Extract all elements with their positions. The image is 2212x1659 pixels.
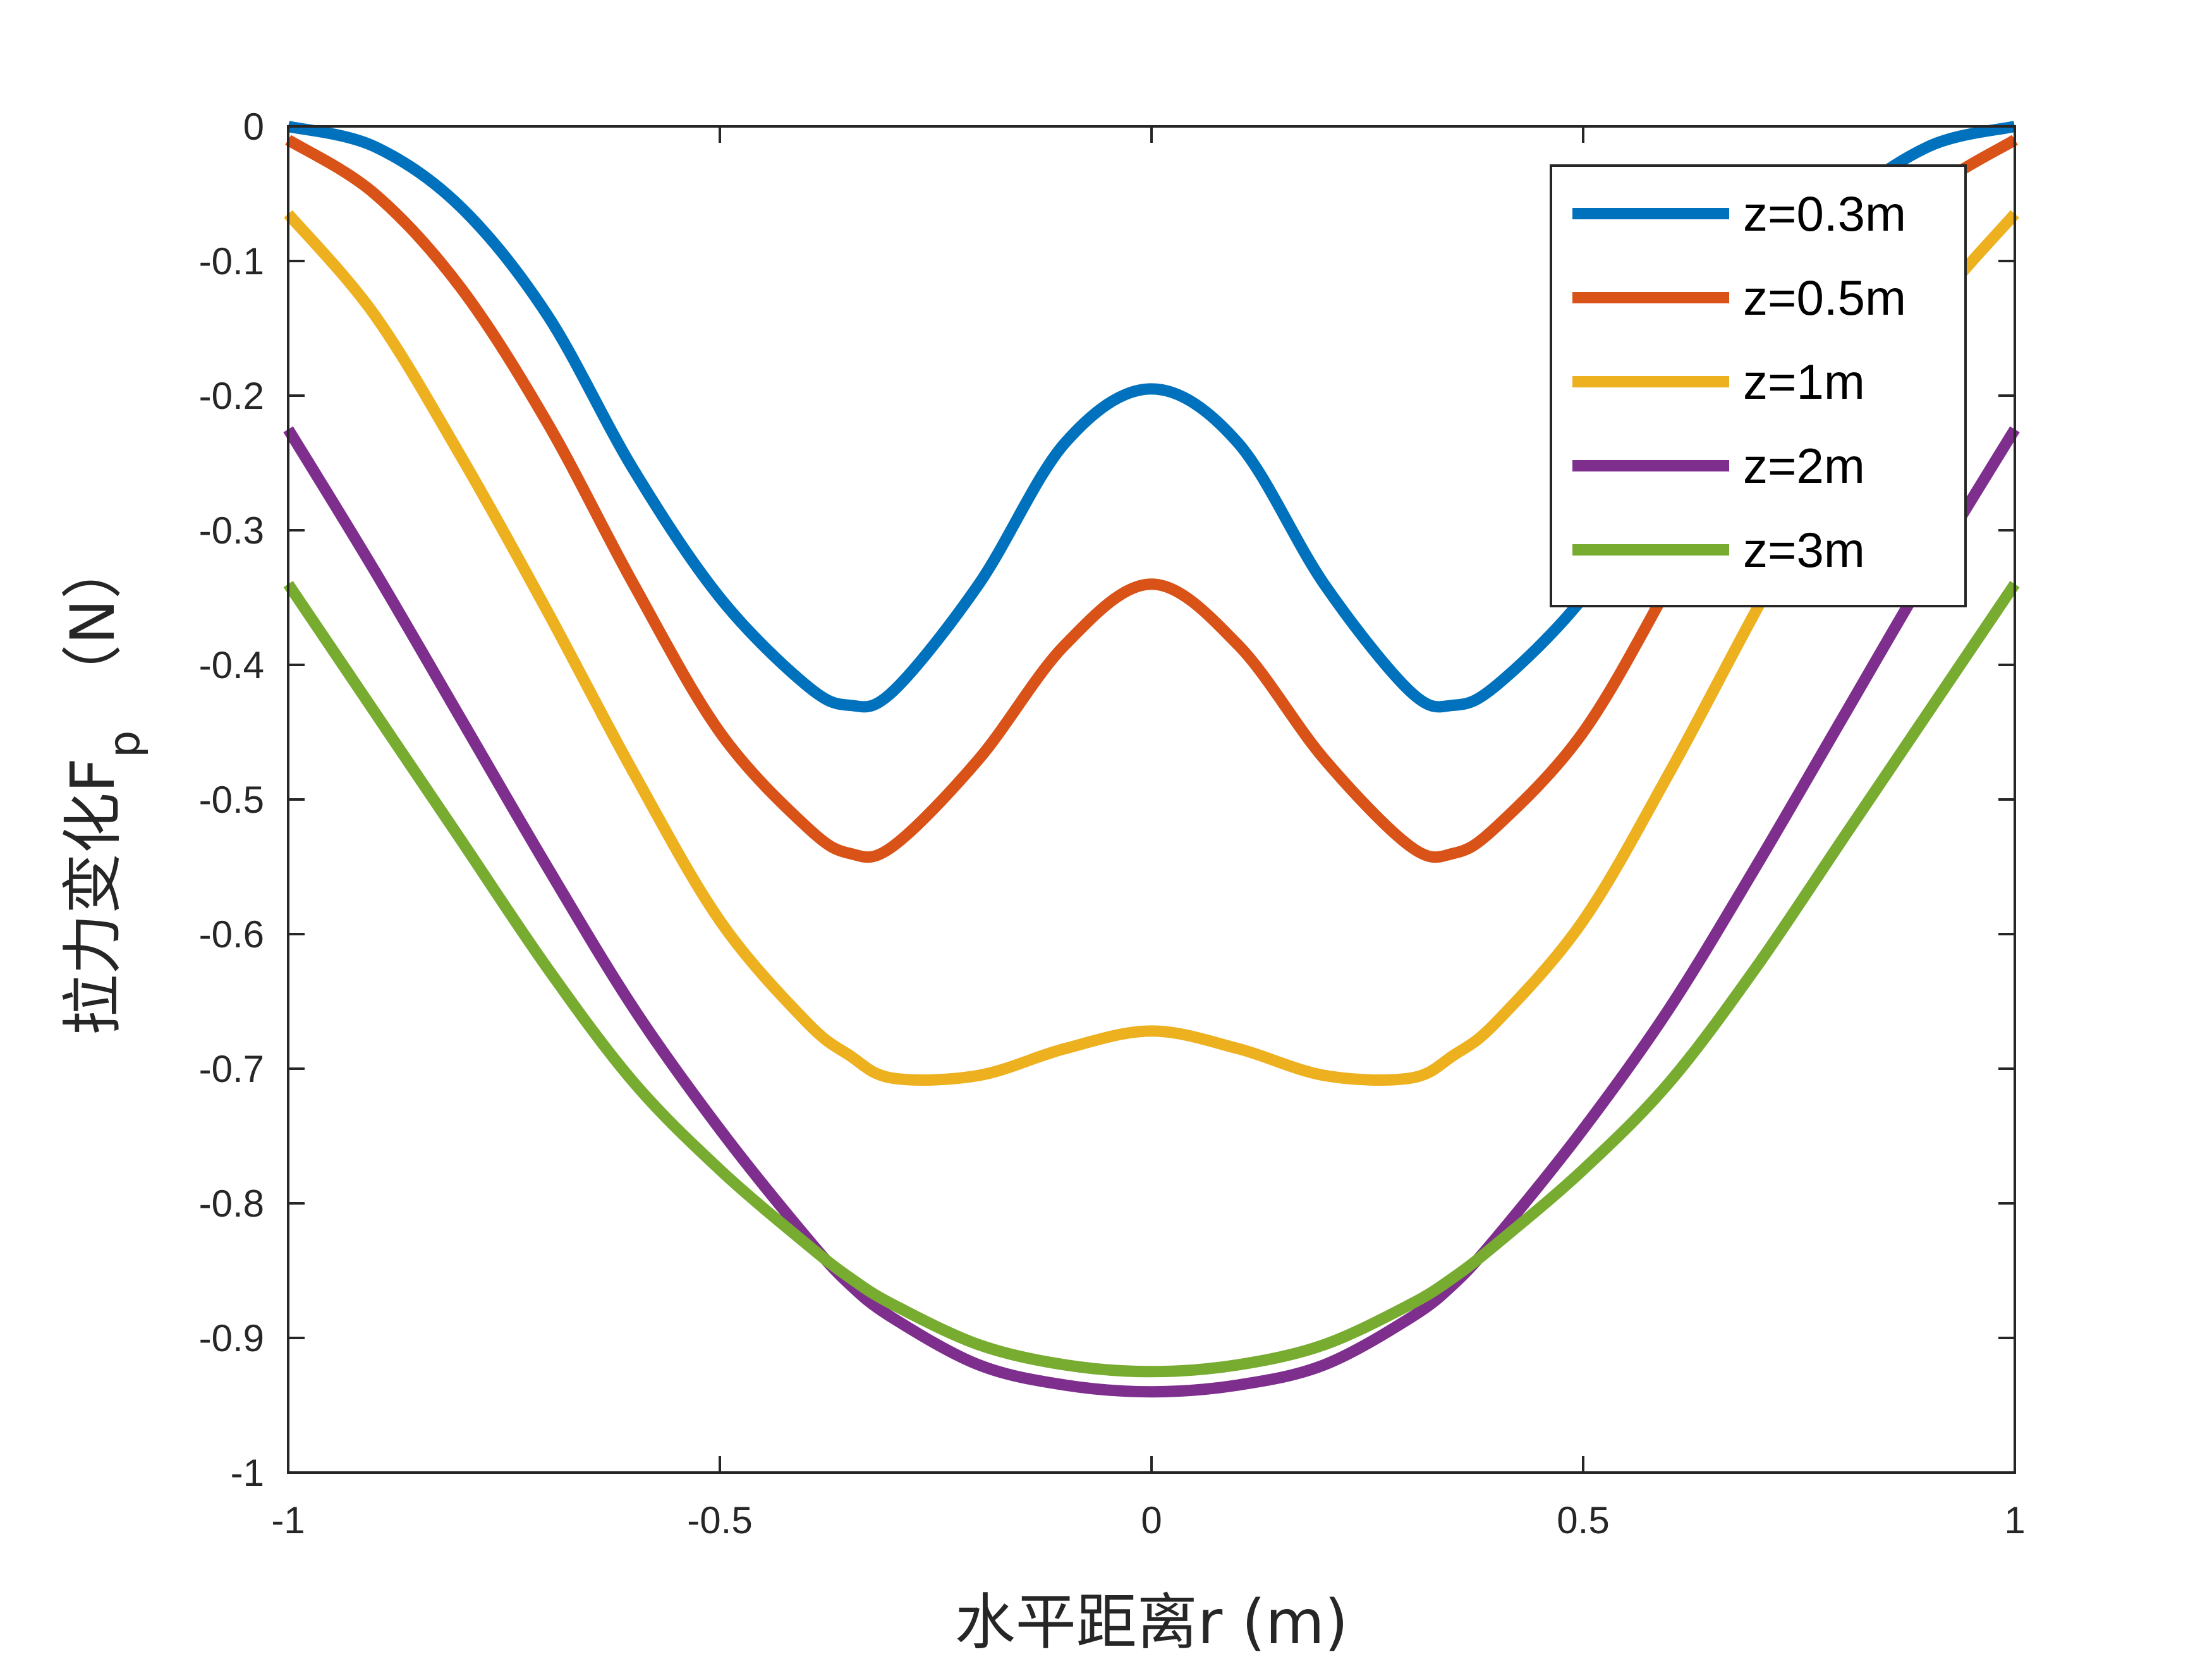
series-line-5 [283,581,2020,1378]
y-tick-label: -0.5 [199,779,264,821]
series-line-3 [284,210,2019,1086]
legend-label: z=0.5m [1743,270,1906,325]
y-axis-label-subscript: p [100,731,150,758]
legend-label: z=1m [1743,354,1865,410]
y-tick-label: -0.4 [199,644,264,686]
y-tick-label: 0 [243,106,264,148]
legend-label: z=2m [1743,438,1865,494]
y-tick-label: -0.8 [199,1182,264,1225]
x-tick-label: -1 [271,1499,305,1541]
svg-text:拉力变化Fp（N）: 拉力变化Fp （N） [58,538,150,1035]
y-tick-label: -0.7 [199,1048,264,1090]
ticks-layer: -1 -0.5 0 0.5 1 0 -0.1 -0.2 -0.3 -0.4 -0.5 -0.6 -0.7… [199,106,2026,1541]
x-tick-label: 1 [2004,1499,2025,1541]
x-axis-label: 水平距离r (m) [955,1587,1348,1658]
y-tick-label: -0.1 [199,240,264,283]
legend-label: z=3m [1743,522,1865,578]
y-axis-label-main: 拉力变化F [58,758,128,1035]
y-axis-label-unit: （N） [58,538,128,705]
y-tick-label: -0.3 [199,509,264,552]
y-tick-label: -1 [231,1452,264,1494]
y-tick-label: -0.9 [199,1317,264,1359]
y-tick-label: -0.6 [199,913,264,956]
series-line-4 [283,426,2020,1398]
legend: z=0.3m z=0.5m z=1m z=2m z=3m [1550,164,1967,607]
x-tick-label: 0 [1141,1499,1162,1541]
y-axis-label: 拉力变化Fp （N） [58,538,150,1035]
y-tick-label: -0.2 [199,375,264,417]
legend-label: z=0.3m [1743,186,1906,241]
x-tick-label: 0.5 [1557,1499,1609,1541]
x-tick-label: -0.5 [687,1499,752,1541]
